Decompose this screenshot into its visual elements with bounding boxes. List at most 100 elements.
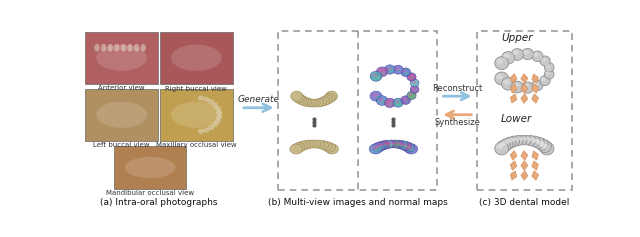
Ellipse shape [381, 142, 386, 146]
Text: Mandibular occlusal view: Mandibular occlusal view [106, 190, 194, 196]
Ellipse shape [533, 82, 539, 86]
Ellipse shape [410, 148, 415, 151]
Ellipse shape [388, 142, 393, 145]
Ellipse shape [380, 146, 385, 148]
Ellipse shape [504, 137, 516, 148]
Ellipse shape [377, 143, 383, 147]
Ellipse shape [216, 110, 222, 115]
Ellipse shape [204, 97, 209, 102]
Ellipse shape [541, 144, 548, 149]
Ellipse shape [374, 148, 380, 151]
Ellipse shape [387, 140, 396, 148]
Text: (b) Multi-view images and normal maps: (b) Multi-view images and normal maps [268, 198, 447, 207]
Ellipse shape [134, 44, 140, 51]
Ellipse shape [412, 81, 416, 84]
Polygon shape [532, 161, 538, 170]
Ellipse shape [527, 137, 532, 141]
Ellipse shape [392, 142, 397, 145]
Ellipse shape [96, 45, 147, 71]
Ellipse shape [383, 145, 387, 147]
Ellipse shape [545, 71, 550, 75]
Ellipse shape [393, 65, 403, 74]
Ellipse shape [385, 142, 390, 145]
Ellipse shape [403, 143, 415, 152]
Ellipse shape [545, 69, 554, 79]
Polygon shape [510, 84, 517, 93]
Ellipse shape [399, 142, 404, 146]
Ellipse shape [531, 138, 536, 142]
Ellipse shape [540, 56, 550, 66]
Ellipse shape [534, 139, 540, 143]
Polygon shape [521, 74, 528, 83]
Ellipse shape [523, 84, 529, 88]
Ellipse shape [383, 140, 393, 149]
Ellipse shape [216, 114, 222, 119]
Text: Anterior view: Anterior view [99, 86, 145, 91]
Text: Generate: Generate [237, 95, 280, 104]
Ellipse shape [215, 118, 221, 123]
Ellipse shape [389, 102, 393, 105]
Ellipse shape [386, 100, 392, 104]
Ellipse shape [412, 87, 416, 90]
Ellipse shape [397, 141, 408, 149]
Ellipse shape [402, 143, 408, 147]
Ellipse shape [314, 99, 323, 107]
Ellipse shape [397, 69, 401, 72]
Ellipse shape [532, 51, 543, 62]
Polygon shape [510, 171, 517, 180]
Bar [114, 146, 186, 189]
Ellipse shape [502, 51, 515, 64]
Ellipse shape [411, 95, 414, 98]
Ellipse shape [405, 100, 408, 102]
Ellipse shape [401, 96, 411, 105]
Ellipse shape [326, 91, 337, 101]
Ellipse shape [374, 145, 380, 148]
Ellipse shape [496, 59, 503, 64]
Ellipse shape [208, 99, 214, 105]
Ellipse shape [125, 157, 175, 178]
Ellipse shape [323, 143, 335, 152]
Ellipse shape [96, 102, 147, 128]
Ellipse shape [540, 76, 550, 86]
Text: Right buccal view: Right buccal view [165, 86, 227, 91]
Ellipse shape [303, 140, 314, 149]
Ellipse shape [198, 129, 204, 134]
Ellipse shape [513, 83, 518, 88]
Ellipse shape [381, 100, 385, 103]
Ellipse shape [404, 144, 418, 154]
Ellipse shape [495, 142, 509, 155]
Ellipse shape [311, 99, 320, 107]
Ellipse shape [298, 96, 309, 105]
Ellipse shape [410, 79, 419, 87]
Ellipse shape [127, 44, 132, 51]
Polygon shape [521, 94, 528, 103]
Ellipse shape [375, 76, 380, 79]
Ellipse shape [503, 53, 509, 58]
Ellipse shape [290, 144, 303, 154]
Ellipse shape [523, 50, 529, 55]
Ellipse shape [321, 141, 332, 151]
Polygon shape [521, 84, 528, 93]
Ellipse shape [376, 141, 387, 151]
Ellipse shape [518, 137, 523, 141]
Ellipse shape [525, 136, 536, 146]
Polygon shape [521, 171, 528, 180]
Ellipse shape [536, 138, 548, 150]
Ellipse shape [513, 136, 523, 146]
Ellipse shape [398, 144, 402, 146]
Polygon shape [532, 94, 539, 103]
Ellipse shape [108, 44, 113, 51]
Ellipse shape [400, 141, 412, 151]
Ellipse shape [300, 141, 310, 149]
Ellipse shape [324, 93, 335, 103]
Ellipse shape [372, 73, 378, 77]
Ellipse shape [522, 48, 534, 60]
Ellipse shape [532, 80, 543, 91]
Bar [160, 88, 232, 141]
Ellipse shape [404, 145, 410, 148]
Ellipse shape [208, 125, 214, 130]
Ellipse shape [401, 68, 411, 77]
Ellipse shape [414, 89, 417, 91]
Ellipse shape [212, 122, 218, 127]
Ellipse shape [403, 98, 407, 101]
